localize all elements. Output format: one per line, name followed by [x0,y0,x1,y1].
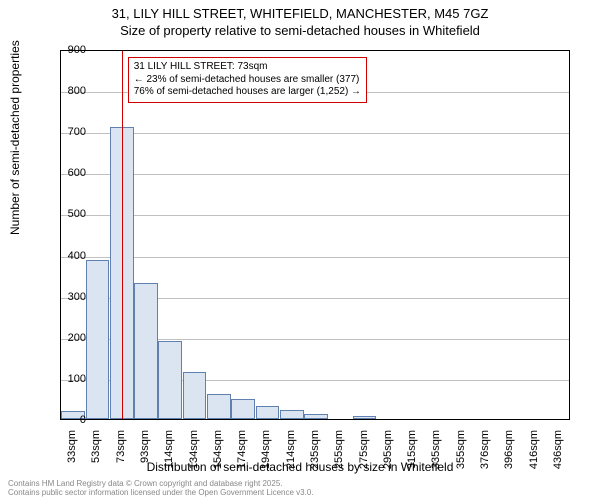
callout-line-3: 76% of semi-detached houses are larger (… [134,86,361,99]
marker-callout: 31 LILY HILL STREET: 73sqm ← 23% of semi… [128,57,367,103]
histogram-bar [207,394,231,419]
footer-line-1: Contains HM Land Registry data © Crown c… [8,479,314,489]
gridline [61,174,569,175]
x-tick-label: 134sqm [188,430,200,480]
x-tick-label: 295sqm [382,430,394,480]
x-tick-label: 376sqm [479,430,491,480]
x-tick-label: 53sqm [90,430,102,480]
x-tick-label: 335sqm [430,430,442,480]
histogram-bar [256,406,280,419]
histogram-bar [158,341,182,419]
y-tick-label: 800 [46,85,86,97]
x-tick-label: 416sqm [528,430,540,480]
y-axis-label: Number of semi-detached properties [8,40,22,235]
x-tick-label: 33sqm [66,430,78,480]
histogram-bar [183,372,207,419]
y-tick-label: 300 [46,291,86,303]
x-tick-label: 275sqm [358,430,370,480]
x-tick-label: 235sqm [309,430,321,480]
histogram-bar [86,260,110,420]
gridline [61,133,569,134]
callout-line-1: 31 LILY HILL STREET: 73sqm [134,61,361,74]
y-tick-label: 700 [46,126,86,138]
x-tick-label: 355sqm [455,430,467,480]
chart-title-line1: 31, LILY HILL STREET, WHITEFIELD, MANCHE… [0,6,600,21]
x-tick-label: 93sqm [139,430,151,480]
y-tick-label: 200 [46,332,86,344]
x-tick-label: 154sqm [212,430,224,480]
histogram-bar [280,410,304,419]
histogram-bar [304,414,328,419]
footer-line-2: Contains public sector information licen… [8,488,314,498]
histogram-bar [134,283,158,419]
marker-line [122,51,123,419]
y-tick-label: 0 [46,414,86,426]
y-tick-label: 500 [46,208,86,220]
x-tick-label: 396sqm [503,430,515,480]
y-tick-label: 400 [46,250,86,262]
y-tick-label: 900 [46,44,86,56]
x-tick-label: 174sqm [236,430,248,480]
y-tick-label: 100 [46,373,86,385]
gridline [61,215,569,216]
x-tick-label: 214sqm [285,430,297,480]
chart-plot-area: 31 LILY HILL STREET: 73sqm ← 23% of semi… [60,50,570,420]
x-tick-label: 255sqm [333,430,345,480]
chart-subtitle: Size of property relative to semi-detach… [0,23,600,38]
x-tick-label: 436sqm [552,430,564,480]
y-tick-label: 600 [46,167,86,179]
attribution-footer: Contains HM Land Registry data © Crown c… [8,479,314,498]
gridline [61,257,569,258]
histogram-bar [231,399,255,419]
x-tick-label: 114sqm [163,430,175,480]
x-tick-label: 194sqm [260,430,272,480]
histogram-bar [353,416,377,419]
x-tick-label: 315sqm [406,430,418,480]
callout-line-2: ← 23% of semi-detached houses are smalle… [134,74,361,87]
x-tick-label: 73sqm [115,430,127,480]
